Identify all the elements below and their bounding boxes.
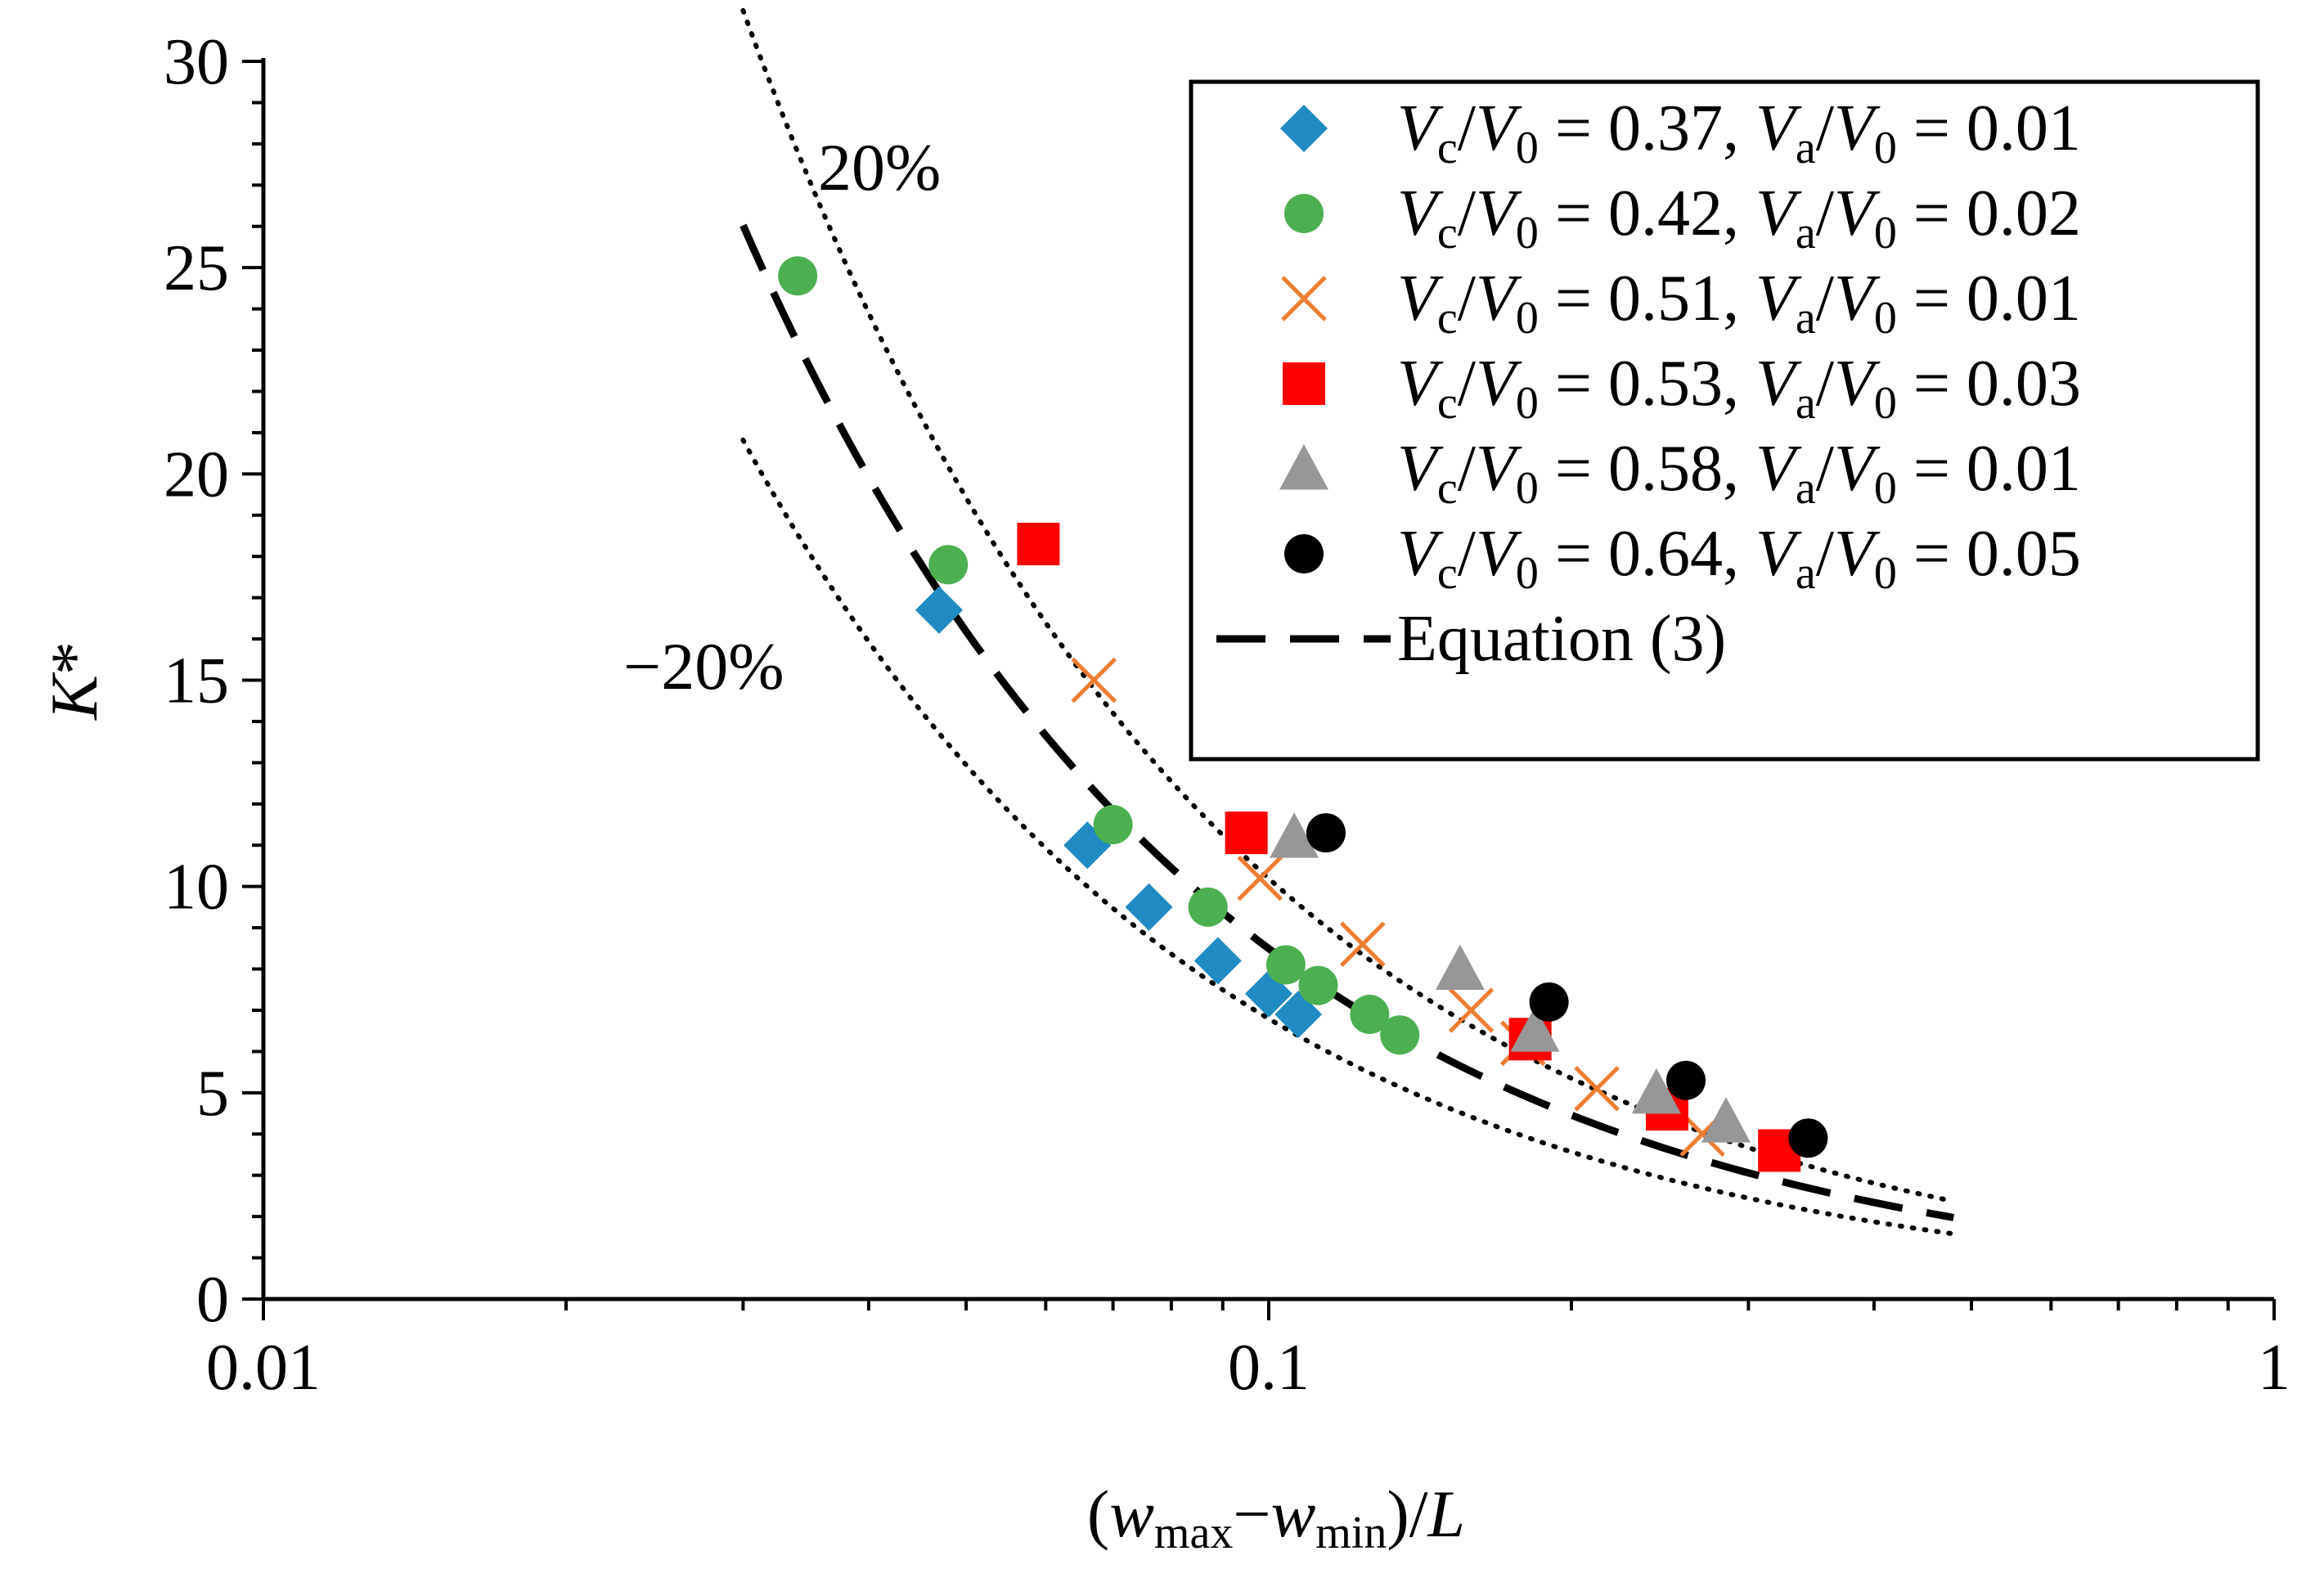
legend-marker xyxy=(1281,276,1327,321)
data-point xyxy=(1188,887,1228,927)
legend-marker xyxy=(1279,444,1328,490)
data-point xyxy=(1666,1060,1706,1100)
legend-marker xyxy=(1280,105,1328,152)
series-3 xyxy=(1071,657,1725,1158)
legend-label: Vc/V0 = 0.53, Va/V0 = 0.03 xyxy=(1397,348,2081,429)
data-point xyxy=(1071,657,1117,704)
y-tick-label: 10 xyxy=(164,852,229,924)
band-label-plus-20: 20% xyxy=(818,130,941,205)
legend-marker xyxy=(1284,534,1324,573)
tick-labels: 0 5 10 15 20 25 30 0.01 0.1 1 xyxy=(164,26,2290,1404)
x-tick-label: 0.01 xyxy=(206,1332,321,1404)
series-6 xyxy=(1306,813,1828,1158)
y-tick-label: 25 xyxy=(164,232,229,304)
data-points xyxy=(778,256,1828,1172)
legend-label-equation: Equation (3) xyxy=(1397,603,1726,675)
data-point xyxy=(1340,921,1386,968)
y-tick-label: 30 xyxy=(164,26,229,98)
data-point xyxy=(1788,1118,1828,1158)
data-point xyxy=(1265,945,1306,985)
data-point xyxy=(1631,1068,1681,1114)
legend-marker xyxy=(1284,194,1324,233)
legend-marker xyxy=(1283,362,1325,405)
data-point xyxy=(1350,995,1390,1035)
data-point xyxy=(1225,811,1268,855)
data-point xyxy=(1298,965,1338,1005)
band-label-minus-20: −20% xyxy=(623,629,784,704)
equation-curve xyxy=(739,223,1954,1221)
data-point xyxy=(1574,1066,1620,1112)
data-point xyxy=(1435,944,1485,991)
y-tick-label: 0 xyxy=(196,1264,229,1336)
series-5 xyxy=(1270,812,1751,1143)
data-point xyxy=(1017,523,1060,566)
data-point xyxy=(1306,813,1346,853)
data-point xyxy=(1380,1015,1420,1055)
lower-band-curve xyxy=(740,437,1957,1237)
upper-band-curve xyxy=(740,7,1957,1204)
legend-label: Vc/V0 = 0.58, Va/V0 = 0.01 xyxy=(1397,433,2081,514)
legend-label: Vc/V0 = 0.51, Va/V0 = 0.01 xyxy=(1397,263,2081,344)
data-point xyxy=(1093,805,1133,845)
x-tick-label: 0.1 xyxy=(1228,1332,1310,1404)
legend-label: Vc/V0 = 0.37, Va/V0 = 0.01 xyxy=(1397,92,2081,173)
legend-label: Vc/V0 = 0.64, Va/V0 = 0.05 xyxy=(1397,518,2081,599)
data-point xyxy=(1125,883,1173,931)
series-2 xyxy=(778,256,1420,1055)
error-bands xyxy=(740,7,1957,1237)
data-point xyxy=(928,545,969,585)
data-point xyxy=(1448,987,1495,1033)
x-axis-title: (wmax−wmin)/L xyxy=(1087,1477,1465,1558)
y-axis-title: K* xyxy=(37,641,111,721)
y-tick-label: 5 xyxy=(196,1058,229,1130)
y-tick-label: 20 xyxy=(164,438,229,510)
legend-label: Vc/V0 = 0.42, Va/V0 = 0.02 xyxy=(1397,178,2081,259)
data-point xyxy=(1237,855,1283,901)
data-point xyxy=(778,256,818,296)
data-point xyxy=(1701,1097,1751,1143)
tick-marks xyxy=(242,60,2276,1320)
data-point xyxy=(1270,812,1319,858)
legend-box xyxy=(1189,79,2260,762)
y-tick-label: 15 xyxy=(164,645,229,717)
data-point xyxy=(1529,982,1569,1022)
data-point xyxy=(915,586,964,634)
data-point xyxy=(1510,1006,1560,1052)
data-point xyxy=(1193,937,1242,985)
equation-3-curve xyxy=(739,223,1954,1221)
x-tick-label: 1 xyxy=(2258,1332,2290,1404)
